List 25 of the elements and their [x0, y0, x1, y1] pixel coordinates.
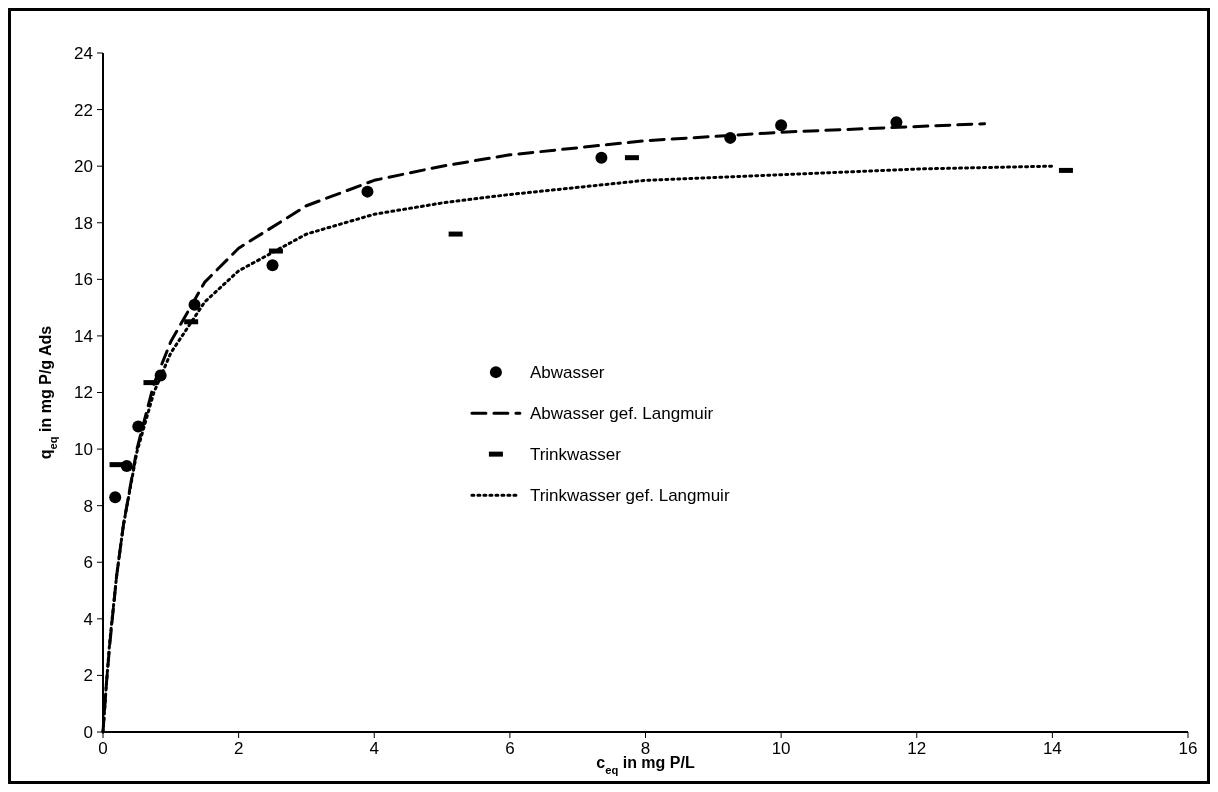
y-tick-label: 20	[74, 157, 93, 177]
x-tick-label: 2	[233, 739, 244, 758]
x-tick-label: 12	[907, 739, 927, 758]
y-tick-label: 24	[74, 43, 93, 63]
x-tick-label: 0	[98, 739, 108, 758]
y-tick-label: 12	[74, 383, 93, 403]
x-tick-label: 6	[505, 739, 515, 758]
x-tick-label: 4	[369, 739, 379, 758]
x-tick-label: 16	[1178, 739, 1198, 758]
y-tick-label: 4	[83, 609, 93, 629]
x-tick-label: 14	[1042, 739, 1062, 758]
y-tick-label: 14	[74, 326, 93, 346]
y-tick-label: 6	[83, 553, 93, 573]
y-tick-label: 10	[74, 440, 93, 460]
legend-label: Abwasser	[529, 363, 605, 383]
y-tick-label: 16	[74, 270, 93, 290]
y-tick-label: 2	[83, 666, 93, 686]
legend-label: Trinkwasser gef. Langmuir	[529, 486, 730, 506]
y-tick-label: 0	[83, 722, 93, 742]
y-tick-label: 22	[74, 100, 93, 120]
y-tick-label: 8	[83, 496, 93, 516]
legend-label: Trinkwasser	[529, 445, 622, 465]
x-tick-label: 10	[771, 739, 791, 758]
legend-label: Abwasser gef. Langmuir	[529, 404, 714, 424]
y-tick-label: 18	[74, 213, 93, 233]
